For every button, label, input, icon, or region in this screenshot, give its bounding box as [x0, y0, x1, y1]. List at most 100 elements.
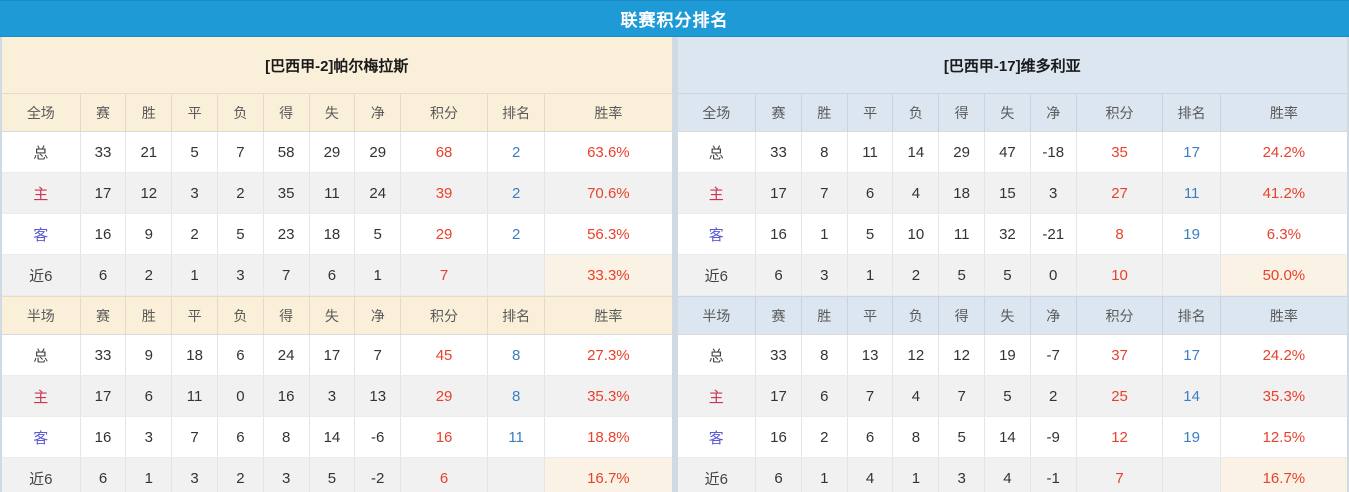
stat-header-cell: 负 [892, 93, 939, 132]
stat-cell: 3 [1029, 172, 1077, 214]
row-label-cell: 近6 [677, 254, 756, 296]
rank-cell [486, 457, 545, 492]
stats-row-total: 总 33 9 18 6 24 17 7 45 8 27.3% [2, 334, 672, 376]
stat-cell: 16 [79, 213, 126, 255]
winrate-cell: 35.3% [544, 375, 672, 417]
stat-cell: 16 [755, 213, 802, 255]
stat-cell: 14 [984, 416, 1031, 458]
winrate-cell: 16.7% [1219, 457, 1347, 492]
stat-cell: 0 [216, 375, 264, 417]
stat-cell: 7 [354, 334, 401, 376]
row-label-cell: 近6 [2, 254, 81, 296]
stat-cell: 14 [892, 131, 939, 173]
stat-cell: 1 [800, 457, 848, 492]
stats-row-total: 总 33 21 5 7 58 29 29 68 2 63.6% [2, 131, 672, 173]
rank-cell: 8 [486, 334, 545, 376]
rank-header-cell: 排名 [1162, 93, 1221, 132]
stat-cell: 7 [171, 416, 218, 458]
row-label-cell: 近6 [677, 457, 756, 492]
stat-cell: 24 [354, 172, 401, 214]
stat-cell: -9 [1029, 416, 1077, 458]
stat-header-cell: 赛 [79, 93, 126, 132]
stat-cell: 6 [846, 172, 893, 214]
stat-cell: 5 [984, 375, 1031, 417]
stat-cell: 29 [308, 131, 355, 173]
stat-cell: -18 [1029, 131, 1077, 173]
stat-header-cell: 失 [308, 296, 355, 335]
stat-cell: 7 [938, 375, 985, 417]
stat-cell: 8 [800, 131, 848, 173]
stats-row-recent: 近6 6 2 1 3 7 6 1 7 33.3% [2, 254, 672, 296]
points-cell: 16 [400, 416, 488, 458]
winrate-cell: 56.3% [544, 213, 672, 255]
stat-header-cell: 胜 [800, 93, 848, 132]
stat-cell: 17 [79, 375, 126, 417]
stat-cell: 5 [216, 213, 264, 255]
row-label-cell: 主 [2, 172, 81, 214]
stat-cell: 6 [216, 334, 264, 376]
stat-cell: 11 [171, 375, 218, 417]
stat-cell: 3 [125, 416, 172, 458]
stat-cell: 6 [308, 254, 355, 296]
winrate-cell: 12.5% [1219, 416, 1347, 458]
stat-cell: 35 [262, 172, 310, 214]
full-match-table-left: 全场赛胜平负得失净积分 排名 胜率总 33 21 5 7 58 29 29 68 2 63.6% 主 17 1… [2, 93, 672, 296]
stat-header-cell: 失 [984, 93, 1031, 132]
stat-cell: 6 [79, 254, 126, 296]
row-label-cell: 客 [677, 416, 756, 458]
points-cell: 29 [400, 375, 488, 417]
stat-cell: 14 [308, 416, 355, 458]
points-cell: 37 [1075, 334, 1163, 376]
stat-cell: 1 [800, 213, 848, 255]
stat-cell: 8 [800, 334, 848, 376]
stat-cell: 9 [125, 213, 172, 255]
winrate-header-cell: 胜率 [544, 93, 672, 132]
stat-header-cell: 赛 [79, 296, 126, 335]
stat-cell: 13 [354, 375, 401, 417]
stat-cell: 3 [262, 457, 310, 492]
stat-header-cell: 失 [984, 296, 1031, 335]
rank-cell: 8 [486, 375, 545, 417]
stats-row-home: 主 17 12 3 2 35 11 24 39 2 70.6% [2, 172, 672, 214]
rank-header-cell: 排名 [486, 296, 545, 335]
winrate-cell: 35.3% [1219, 375, 1347, 417]
stat-cell: -21 [1029, 213, 1077, 255]
stat-cell: 1 [892, 457, 939, 492]
stat-cell: 18 [938, 172, 985, 214]
stat-header-cell: 负 [892, 296, 939, 335]
winrate-cell: 50.0% [1219, 254, 1347, 296]
winrate-cell: 33.3% [544, 254, 672, 296]
stat-cell: 4 [984, 457, 1031, 492]
column-header-row: 全场赛胜平负得失净积分 排名 胜率 [2, 93, 672, 132]
stat-cell: 17 [79, 172, 126, 214]
stat-cell: 2 [892, 254, 939, 296]
stat-cell: 17 [308, 334, 355, 376]
stat-header-cell: 净 [354, 296, 401, 335]
points-header-cell: 积分 [1075, 296, 1163, 335]
stat-cell: 18 [171, 334, 218, 376]
stat-header-cell: 净 [1029, 296, 1077, 335]
stat-cell: 6 [846, 416, 893, 458]
points-cell: 29 [400, 213, 488, 255]
stat-cell: 4 [846, 457, 893, 492]
stat-cell: 5 [308, 457, 355, 492]
stat-cell: -1 [1029, 457, 1077, 492]
points-cell: 12 [1075, 416, 1163, 458]
stat-cell: 29 [938, 131, 985, 173]
winrate-header-cell: 胜率 [1219, 93, 1347, 132]
segment-header-cell: 全场 [677, 93, 756, 132]
stat-header-cell: 平 [846, 93, 893, 132]
stats-row-recent: 近6 6 1 4 1 3 4 -1 7 16.7% [677, 457, 1347, 492]
stat-cell: 9 [125, 334, 172, 376]
stat-cell: 2 [171, 213, 218, 255]
stat-cell: 7 [216, 131, 264, 173]
stat-cell: 5 [846, 213, 893, 255]
stat-header-cell: 胜 [800, 296, 848, 335]
stat-header-cell: 胜 [125, 296, 172, 335]
row-label-cell: 客 [677, 213, 756, 255]
stat-cell: 11 [308, 172, 355, 214]
stat-header-cell: 得 [262, 296, 310, 335]
team-title-right: [巴西甲-17]维多利亚 [677, 37, 1347, 93]
stats-row-recent: 近6 6 1 3 2 3 5 -2 6 16.7% [2, 457, 672, 492]
